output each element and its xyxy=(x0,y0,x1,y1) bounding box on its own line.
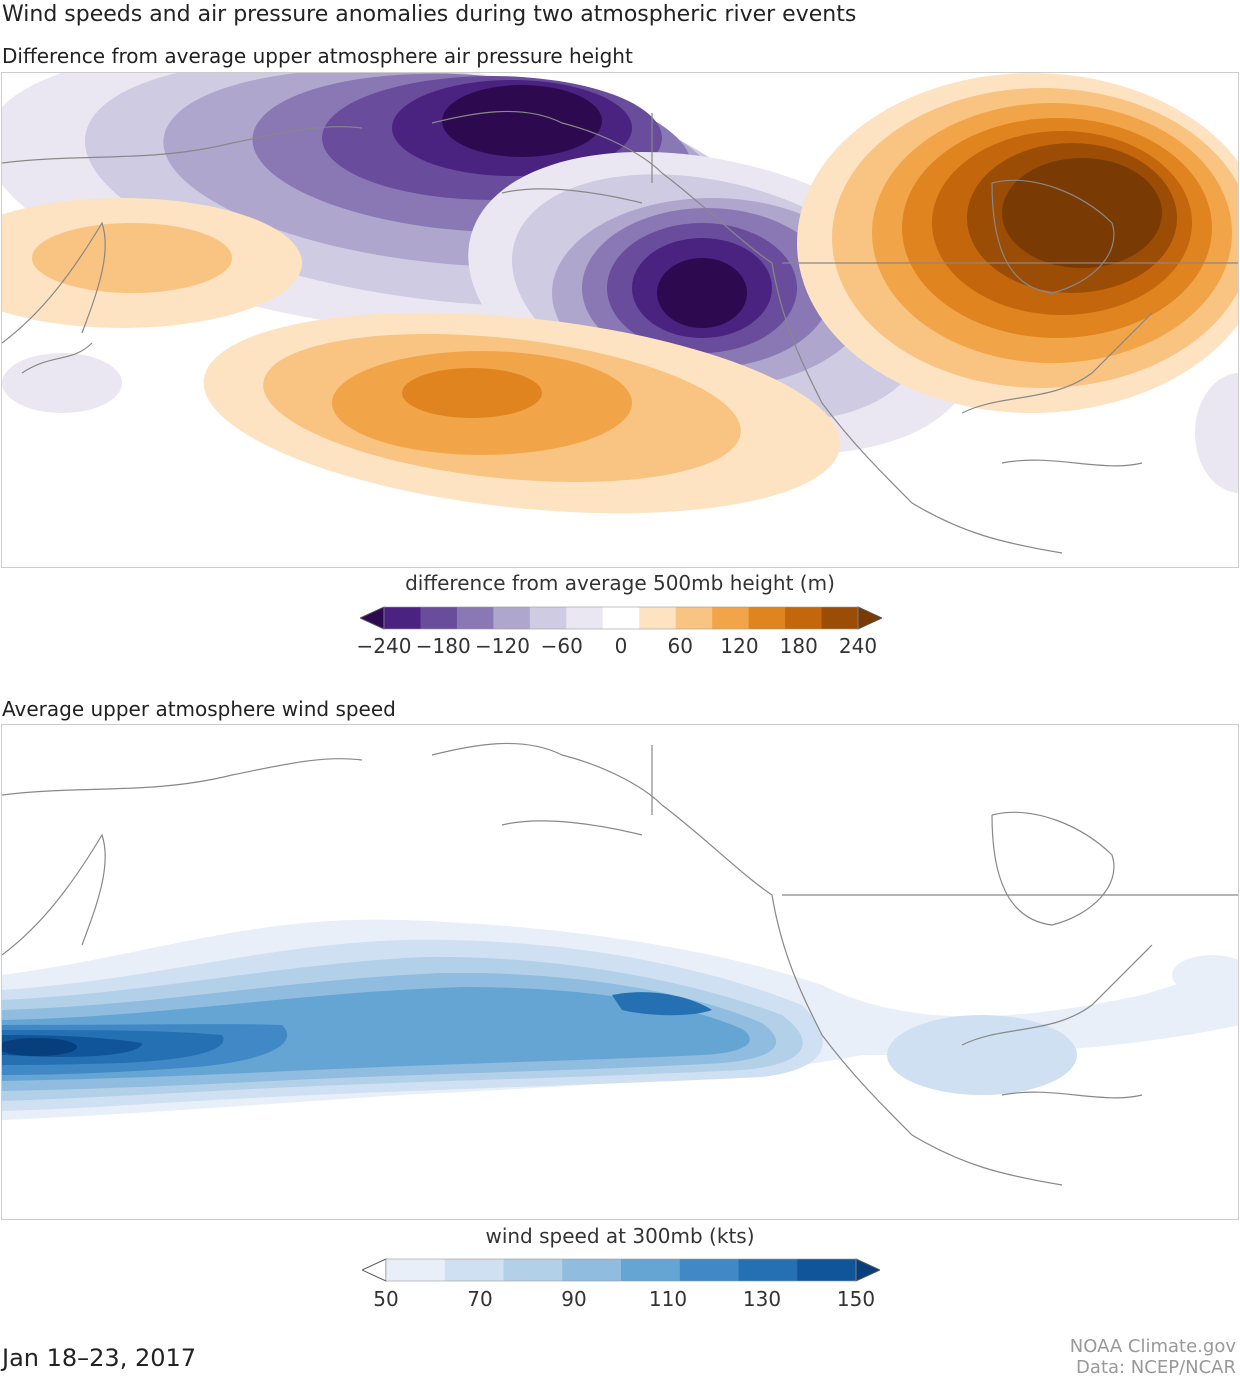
credit-data: Data: NCEP/NCAR xyxy=(1076,1357,1236,1378)
chart-title: Wind speeds and air pressure anomalies d… xyxy=(2,2,857,27)
colorbar-segment xyxy=(420,607,458,629)
colorbar-arrow-high xyxy=(857,606,882,630)
colorbar-tick-label: 240 xyxy=(838,634,878,658)
pressure-legend-title: difference from average 500mb height (m) xyxy=(405,571,835,595)
colorbar-segment xyxy=(493,607,531,629)
colorbar-segment xyxy=(639,607,677,629)
top-panel-subtitle: Difference from average upper atmosphere… xyxy=(2,44,633,68)
colorbar-tick-label: 90 xyxy=(561,1287,587,1311)
coastlines-bottom xyxy=(2,742,1238,1186)
colorbar-tick-label: 110 xyxy=(648,1287,688,1311)
low-pressure-anomaly-west xyxy=(2,353,122,413)
bottom-panel-subtitle: Average upper atmosphere wind speed xyxy=(2,697,396,721)
high-pressure-anomaly-pacific xyxy=(203,312,841,514)
pressure-colorbar xyxy=(360,606,882,630)
wind-speed-map-svg xyxy=(2,742,1238,1186)
colorbar-outline xyxy=(385,1258,857,1282)
colorbar-tick-label: 150 xyxy=(836,1287,876,1311)
colorbar-segment xyxy=(562,1259,622,1281)
colorbar-segment xyxy=(444,1259,504,1281)
colorbar-tick-label: 0 xyxy=(614,634,628,658)
colorbar-tick-label: 50 xyxy=(373,1287,399,1311)
high-pressure-anomaly-west-pacific xyxy=(2,198,302,328)
colorbar-tick-label: −120 xyxy=(475,634,530,658)
colorbar-segment xyxy=(456,607,494,629)
colorbar-tick-label: 70 xyxy=(467,1287,493,1311)
colorbar-arrow-low xyxy=(360,606,385,630)
colorbar-segment xyxy=(386,1259,446,1281)
colorbar-segment xyxy=(712,607,750,629)
colorbar-segment xyxy=(621,1259,681,1281)
colorbar-tick-label: −60 xyxy=(540,634,583,658)
colorbar-arrow-high xyxy=(855,1258,880,1282)
colorbar-segment xyxy=(529,607,567,629)
wind-speed-map xyxy=(1,724,1239,1220)
colorbar-segment xyxy=(748,607,786,629)
colorbar-tick-label: 60 xyxy=(667,634,693,658)
colorbar-segment xyxy=(503,1259,563,1281)
colorbar-segment xyxy=(821,607,859,629)
colorbar-tick-label: 130 xyxy=(742,1287,782,1311)
colorbar-tick-label: 120 xyxy=(720,634,759,658)
colorbar-tick-label: −240 xyxy=(356,634,412,658)
low-pressure-anomaly-atlantic xyxy=(1195,373,1238,493)
high-pressure-anomaly-canada xyxy=(797,73,1238,413)
credit-source: NOAA Climate.gov xyxy=(1069,1336,1236,1357)
wind-legend-title: wind speed at 300mb (kts) xyxy=(485,1224,755,1248)
colorbar-segment xyxy=(675,607,713,629)
colorbar-segment xyxy=(566,607,604,629)
colorbar-segment xyxy=(785,607,823,629)
colorbar-tick-label: 180 xyxy=(779,634,818,658)
colorbar-segment xyxy=(679,1259,739,1281)
pressure-anomaly-map xyxy=(1,72,1239,568)
colorbar-tick-label: −180 xyxy=(415,634,471,658)
colorbar-segment xyxy=(384,607,421,629)
colorbar-segment xyxy=(738,1259,798,1281)
wind-speed-atlantic xyxy=(1172,955,1238,995)
coastlines xyxy=(2,110,1238,554)
jet-stream-core xyxy=(2,919,1238,1120)
colorbar-segment xyxy=(797,1259,857,1281)
colorbar-arrow-low xyxy=(362,1258,387,1282)
colorbar-segment xyxy=(602,607,640,629)
wind-speed-gulf xyxy=(887,1015,1077,1095)
wind-colorbar xyxy=(362,1258,880,1282)
pressure-anomaly-map-svg xyxy=(2,73,1238,554)
date-range: Jan 18–23, 2017 xyxy=(2,1344,197,1372)
colorbar-outline xyxy=(383,606,859,630)
